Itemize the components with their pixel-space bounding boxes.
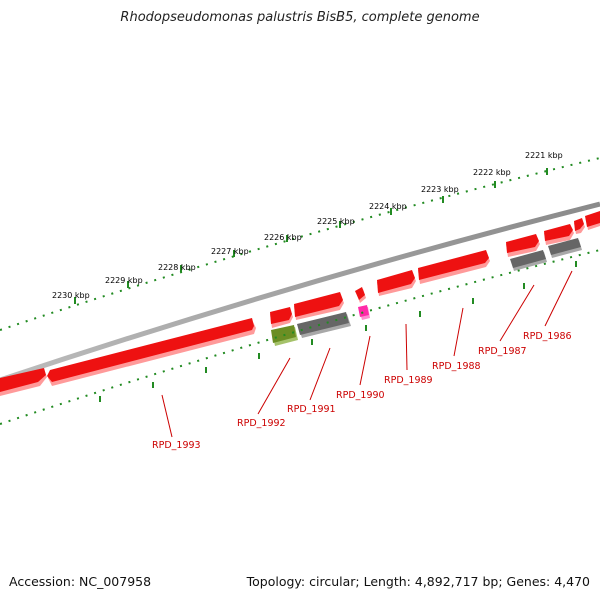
kbp-label: 2227 kbp <box>211 247 249 256</box>
kbp-label: 2228 kbp <box>158 263 196 272</box>
gene-label-rpd-1988: RPD_1988 <box>432 361 481 372</box>
gene-arrow-rpd-1987 <box>506 234 539 253</box>
kbp-label: 2221 kbp <box>525 151 563 160</box>
leader-rpd-1986 <box>544 270 573 327</box>
feature-block-gray <box>510 250 546 268</box>
leader-rpd-1993 <box>161 394 173 438</box>
gene-label-rpd-1986: RPD_1986 <box>523 331 572 342</box>
gene-label-rpd-1990: RPD_1990 <box>336 390 385 401</box>
leader-rpd-1988 <box>453 307 464 357</box>
inner-ruler-dots <box>0 249 600 425</box>
kbp-label: 2229 kbp <box>105 276 143 285</box>
gene-arrow-rpd-1990 <box>355 287 365 300</box>
genome-backbone <box>0 201 600 383</box>
gene-arrow-rpd-1993-left <box>0 368 46 392</box>
gene-arrow-rpd-1993 <box>47 318 254 382</box>
gene-label-rpd-1987: RPD_1987 <box>478 346 527 357</box>
gene-arrow-small <box>574 218 584 231</box>
leader-rpd-1987 <box>499 284 535 342</box>
accession-text: Accession: NC_007958 <box>9 574 152 589</box>
kbp-label: 2230 kbp <box>52 291 90 300</box>
kbp-label: 2225 kbp <box>317 217 355 226</box>
gene-arrow-rpd-1992 <box>270 307 292 324</box>
gene-arrow-rpd-1989 <box>377 270 415 293</box>
gene-arrow-rpd-1986 <box>544 224 573 241</box>
leader-rpd-1991 <box>309 347 331 401</box>
outer-ruler-ticks <box>74 168 548 304</box>
map-title: Rhodopseudomonas palustris BisB5, comple… <box>120 10 480 25</box>
gene-label-rpd-1991: RPD_1991 <box>287 404 336 415</box>
other-features <box>271 238 582 346</box>
feature-block-gray <box>297 312 349 335</box>
label-leaders <box>161 270 573 438</box>
kbp-label: 2224 kbp <box>369 202 407 211</box>
feature-block-magenta <box>358 305 369 317</box>
gene-label-rpd-1993: RPD_1993 <box>152 440 201 451</box>
gene-arrow-rpd-1991 <box>294 292 343 317</box>
gene-arrow-edge <box>585 211 600 227</box>
gene-label-rpd-1992: RPD_1992 <box>237 418 286 429</box>
inner-ruler-ticks <box>99 261 577 402</box>
leader-rpd-1989 <box>405 323 408 371</box>
genome-summary-text: Topology: circular; Length: 4,892,717 bp… <box>246 574 590 589</box>
gene-labels: RPD_1993 RPD_1992 RPD_1991 RPD_1990 RPD_… <box>152 331 572 451</box>
kbp-label: 2222 kbp <box>473 168 511 177</box>
leader-rpd-1990 <box>359 335 371 386</box>
kbp-label: 2223 kbp <box>421 185 459 194</box>
forward-genes <box>0 211 600 396</box>
kbp-labels: 2230 kbp 2229 kbp 2228 kbp 2227 kbp 2226… <box>52 151 563 300</box>
feature-block-green <box>271 325 296 343</box>
feature-block-gray <box>548 238 581 255</box>
gene-label-rpd-1989: RPD_1989 <box>384 375 433 386</box>
gene-arrow-rpd-1988 <box>418 250 489 280</box>
leader-rpd-1992 <box>257 357 291 415</box>
kbp-label: 2226 kbp <box>264 233 302 242</box>
